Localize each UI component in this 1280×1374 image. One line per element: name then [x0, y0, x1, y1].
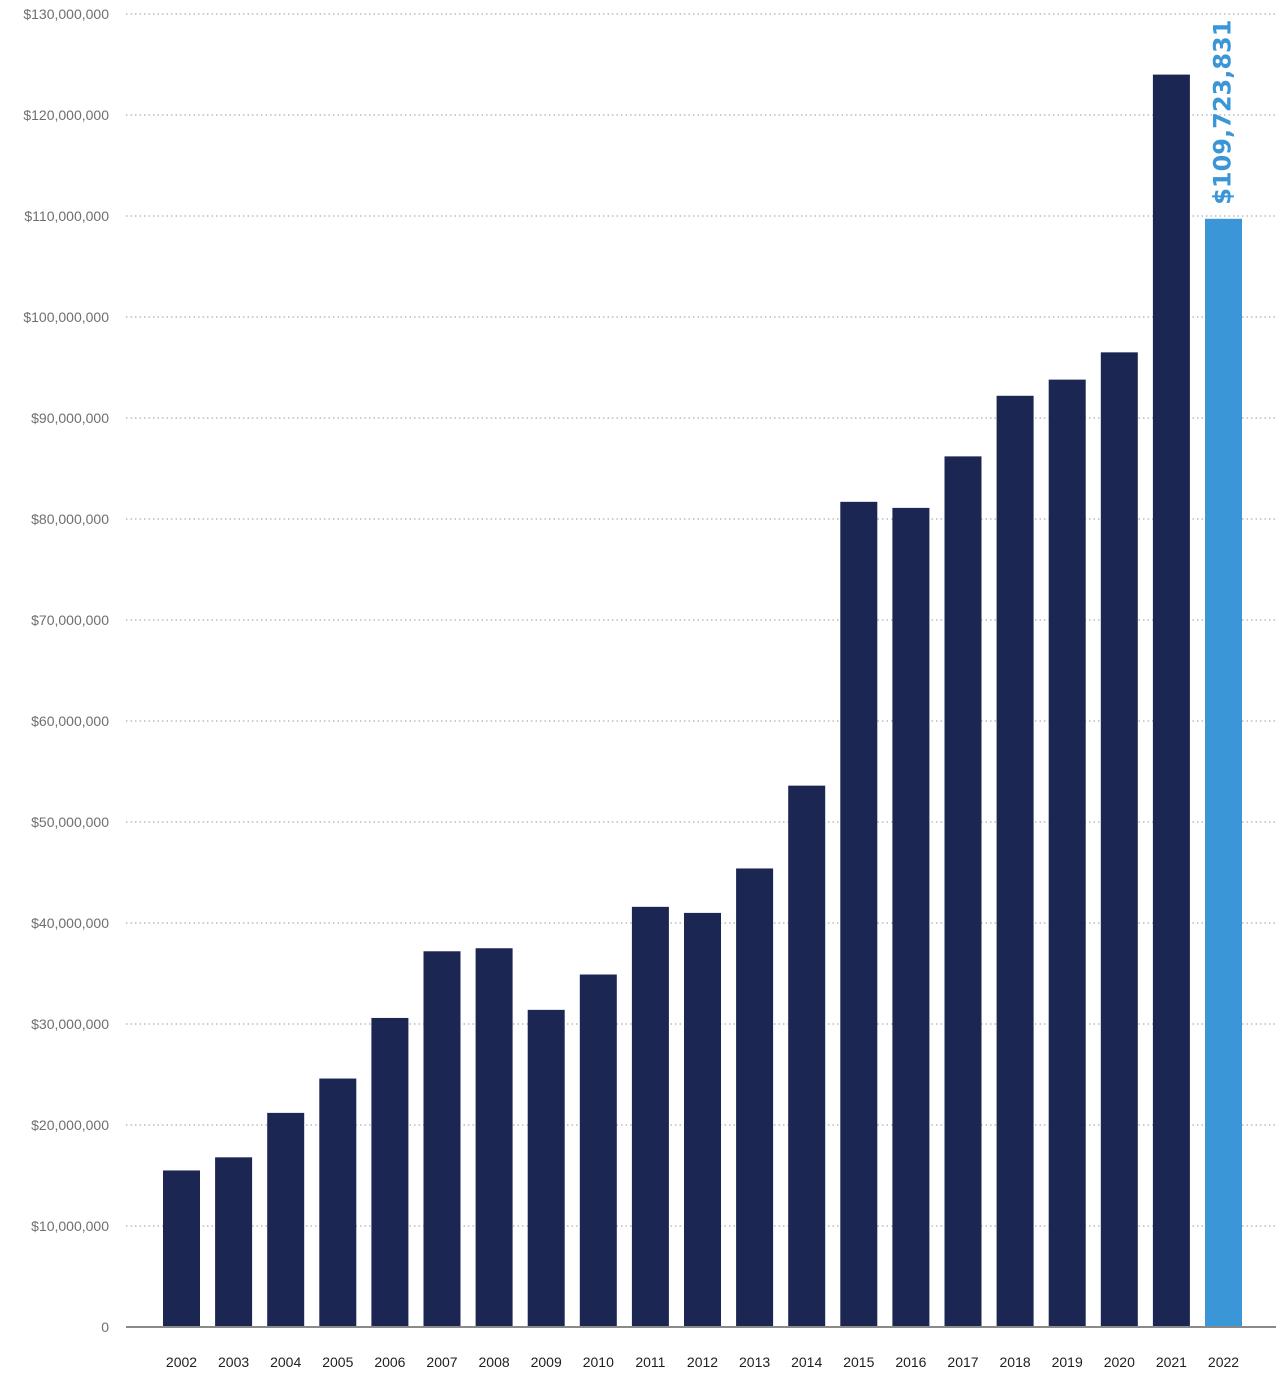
y-tick-label: $70,000,000	[31, 612, 109, 628]
y-tick-label: $20,000,000	[31, 1117, 109, 1133]
bar-2012	[684, 912, 721, 1327]
y-tick-label: $30,000,000	[31, 1016, 109, 1032]
y-tick-label: $100,000,000	[23, 309, 109, 325]
x-tick-label: 2014	[791, 1354, 822, 1370]
x-tick-label: 2005	[322, 1354, 353, 1370]
x-tick-label: 2003	[218, 1354, 249, 1370]
bar-2015	[840, 501, 878, 1328]
bar-2014	[788, 785, 826, 1327]
x-tick-label: 2007	[426, 1354, 457, 1370]
bar-2011	[631, 906, 669, 1327]
x-tick-label: 2009	[531, 1354, 562, 1370]
bars	[163, 74, 1242, 1328]
y-tick-label: $80,000,000	[31, 511, 109, 527]
bar-2003	[215, 1157, 253, 1327]
x-tick-label: 2019	[1052, 1354, 1083, 1370]
bar-2009	[527, 1009, 565, 1327]
x-tick-label: 2004	[270, 1354, 301, 1370]
x-tick-label: 2022	[1208, 1354, 1239, 1370]
x-tick-label: 2012	[687, 1354, 718, 1370]
y-axis-tick-labels: 0 $10,000,000 $20,000,000 $30,000,000 $40,00…	[23, 6, 109, 1335]
y-tick-label: $110,000,000	[24, 208, 109, 224]
bar-2010	[579, 974, 617, 1327]
y-tick-label: $50,000,000	[31, 814, 109, 830]
y-tick-label: $90,000,000	[31, 410, 109, 426]
y-tick-label: $10,000,000	[31, 1218, 109, 1234]
x-tick-label: 2015	[843, 1354, 874, 1370]
bar-2018	[996, 395, 1034, 1327]
bar-2005	[319, 1078, 357, 1327]
y-tick-label: $40,000,000	[31, 915, 109, 931]
x-tick-label: 2006	[374, 1354, 405, 1370]
bar-2004	[267, 1112, 305, 1327]
data-labels: $109,723,831	[1209, 20, 1237, 205]
x-tick-label: 2016	[895, 1354, 926, 1370]
x-tick-label: 2002	[166, 1354, 197, 1370]
bar-2021	[1152, 74, 1190, 1328]
x-tick-label: 2013	[739, 1354, 770, 1370]
x-tick-label: 2017	[947, 1354, 978, 1370]
bar-2020	[1100, 352, 1138, 1328]
x-tick-label: 2020	[1104, 1354, 1135, 1370]
bar-2017	[944, 456, 982, 1327]
y-tick-label: 0	[101, 1319, 109, 1335]
bar-2002	[163, 1170, 200, 1327]
x-tick-label: 2010	[583, 1354, 614, 1370]
bar-2022	[1205, 218, 1242, 1327]
y-tick-label: $130,000,000	[23, 6, 109, 22]
data-label-2022: $109,723,831	[1209, 20, 1237, 205]
bar-2013	[736, 868, 774, 1327]
x-tick-label: 2008	[479, 1354, 510, 1370]
x-tick-label: 2021	[1156, 1354, 1187, 1370]
x-tick-label: 2011	[635, 1354, 665, 1370]
bar-2008	[475, 948, 513, 1327]
x-tick-label: 2018	[1000, 1354, 1031, 1370]
y-tick-label: $60,000,000	[31, 713, 109, 729]
bar-2006	[371, 1017, 409, 1327]
bar-2007	[423, 951, 461, 1327]
x-axis-tick-labels: 2002 2003 2004 2005 2006 2007 2008 2009 2010 2011…	[166, 1354, 1239, 1370]
bar-2019	[1048, 379, 1086, 1327]
y-tick-label: $120,000,000	[23, 107, 109, 123]
bar-2016	[892, 507, 930, 1327]
